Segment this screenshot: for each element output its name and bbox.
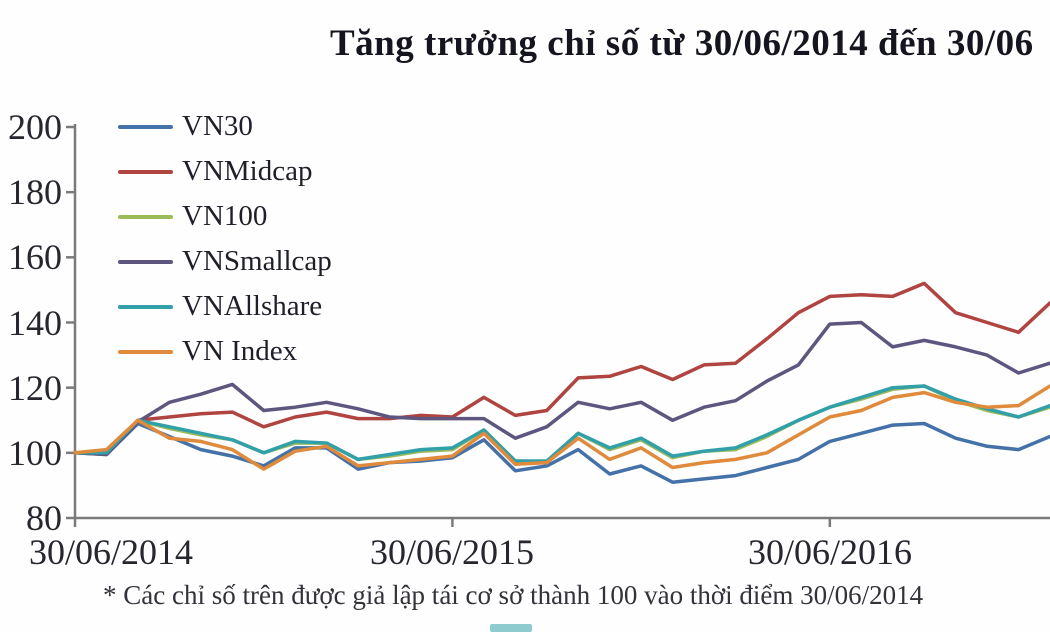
y-tick-label: 120 (8, 368, 62, 408)
legend-item-vnsmallcap: VNSmallcap (118, 239, 332, 284)
series-line-vnallshare (73, 384, 1050, 463)
legend-line-swatch (118, 259, 173, 264)
series-line-vnmidcap (73, 281, 1050, 455)
legend-item-vnindex: VN Index (118, 329, 332, 374)
series-line-vnsmallcap (73, 320, 1050, 457)
x-tick-label: 30/06/2015 (369, 532, 535, 572)
legend-label: VNAllshare (182, 290, 323, 322)
legend-label: VNSmallcap (182, 245, 332, 277)
chart-title: Tăng trưởng chỉ số từ 30/06/2014 đến 30/… (330, 23, 1034, 64)
y-tick-label: 160 (8, 237, 62, 277)
legend-item-vnallshare: VNAllshare (118, 284, 332, 329)
legend-line-swatch (118, 304, 173, 309)
y-tick-label: 140 (8, 303, 62, 343)
y-tick-label: 100 (8, 433, 62, 473)
legend-line-swatch (118, 169, 173, 174)
legend-label: VNMidcap (182, 155, 313, 187)
legend-item-vnmidcap: VNMidcap (118, 149, 332, 194)
legend-label: VN Index (182, 335, 298, 367)
legend-label: VN100 (182, 200, 268, 232)
legend-line-swatch (118, 349, 173, 354)
series-line-vn30 (73, 421, 1050, 484)
legend-line-swatch (118, 214, 173, 219)
legend-item-vn100: VN100 (118, 194, 332, 239)
legend-item-vn30: VN30 (118, 104, 332, 149)
cropped-element-below (490, 624, 532, 632)
series-line-vn-index (73, 384, 1050, 471)
legend: VN30 VNMidcap VN100 VNSmallcap VNAllshar… (118, 104, 332, 374)
rebase-footnote: * Các chỉ số trên được giả lập tái cơ sở… (103, 580, 924, 610)
y-tick-label: 180 (8, 172, 62, 212)
legend-label: VN30 (182, 110, 253, 142)
legend-line-swatch (118, 124, 173, 129)
x-tick-label: 30/06/2016 (747, 532, 913, 572)
x-tick-label: 30/06/2014 (28, 532, 194, 572)
y-tick-label: 80 (26, 498, 62, 538)
y-tick-label: 200 (8, 107, 62, 147)
